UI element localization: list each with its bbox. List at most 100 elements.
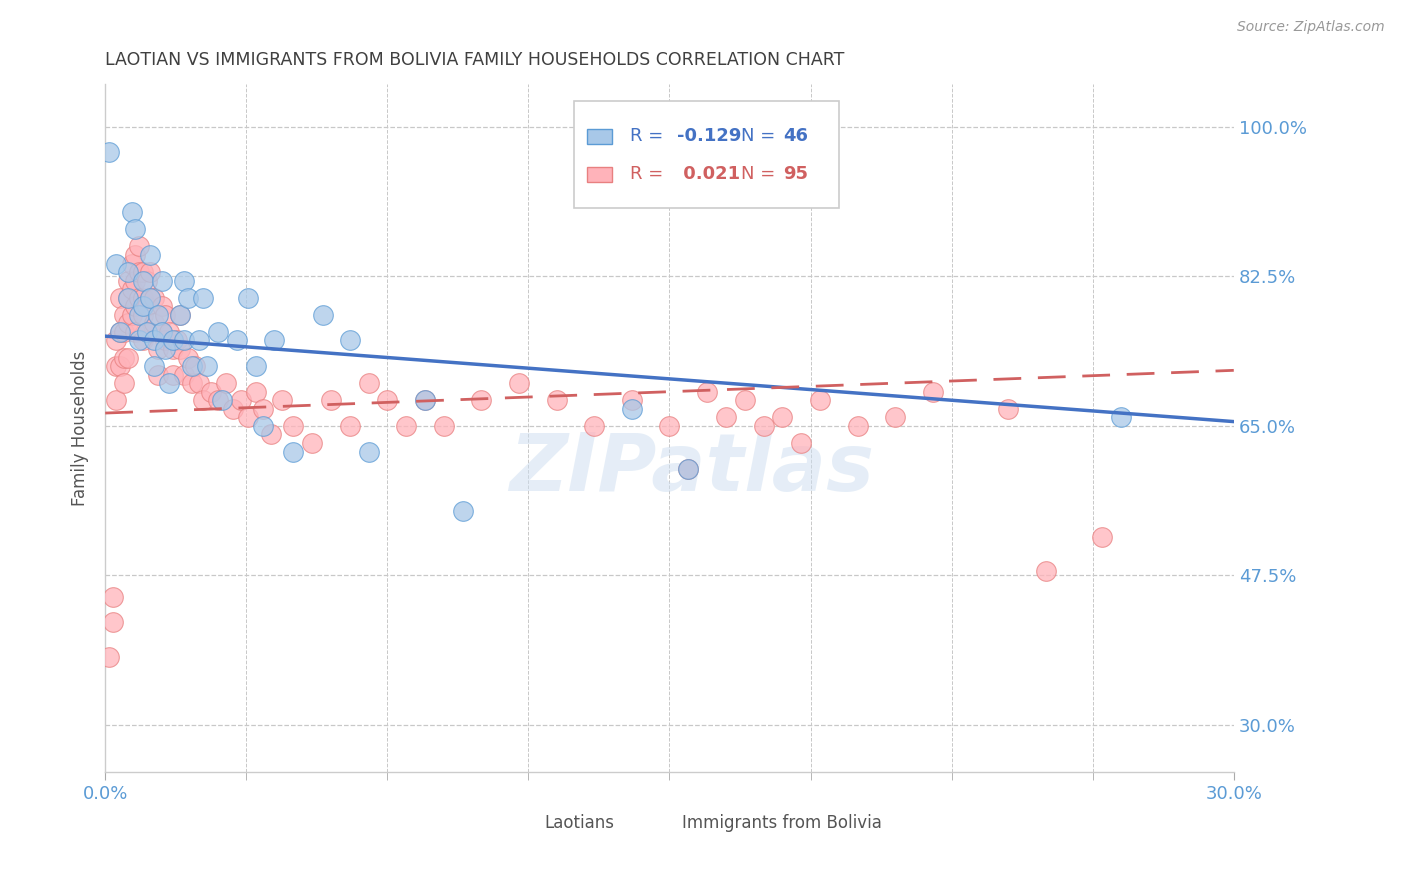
Point — [283, 444, 305, 458]
Point — [678, 461, 700, 475]
Point — [884, 410, 907, 425]
Point — [173, 368, 195, 382]
Point — [470, 393, 492, 408]
Point — [146, 368, 169, 382]
Point — [146, 308, 169, 322]
Point — [117, 291, 139, 305]
Point — [139, 291, 162, 305]
Point — [143, 334, 166, 348]
Point — [433, 418, 456, 433]
Point — [191, 393, 214, 408]
Point — [98, 649, 121, 664]
Point — [166, 334, 188, 348]
Text: N =: N = — [741, 127, 780, 145]
Text: ZIPatlas: ZIPatlas — [509, 430, 875, 508]
Point — [155, 342, 177, 356]
FancyBboxPatch shape — [574, 102, 839, 208]
Point — [128, 239, 150, 253]
Point — [157, 325, 180, 339]
Point — [110, 325, 132, 339]
Point — [162, 342, 184, 356]
Point — [583, 418, 606, 433]
Point — [191, 291, 214, 305]
Text: Laotians: Laotians — [544, 814, 614, 832]
Point — [245, 384, 267, 399]
Point — [180, 376, 202, 391]
Point — [135, 325, 157, 339]
Point — [155, 308, 177, 322]
Point — [101, 615, 124, 630]
Point — [157, 376, 180, 391]
Point — [169, 342, 191, 356]
Point — [184, 359, 207, 373]
Point — [271, 393, 294, 408]
Point — [128, 265, 150, 279]
Point — [177, 351, 200, 365]
Y-axis label: Family Households: Family Households — [72, 351, 89, 506]
Text: 0.021: 0.021 — [678, 164, 741, 183]
Point — [139, 248, 162, 262]
Point — [112, 325, 135, 339]
Point — [188, 334, 211, 348]
Point — [155, 334, 177, 348]
Point — [112, 376, 135, 391]
Point — [808, 393, 831, 408]
Point — [734, 393, 756, 408]
Point — [846, 418, 869, 433]
Point — [357, 376, 380, 391]
Point — [110, 325, 132, 339]
Text: 46: 46 — [783, 127, 808, 145]
Point — [222, 401, 245, 416]
Point — [696, 384, 718, 399]
Point — [132, 265, 155, 279]
Point — [678, 461, 700, 475]
Point — [132, 308, 155, 322]
Point — [1091, 530, 1114, 544]
Point — [132, 299, 155, 313]
Point — [117, 351, 139, 365]
Point — [128, 334, 150, 348]
Point — [214, 376, 236, 391]
Point — [263, 334, 285, 348]
Point — [169, 308, 191, 322]
Point — [162, 368, 184, 382]
Point — [180, 359, 202, 373]
Point — [121, 282, 143, 296]
Point — [301, 436, 323, 450]
Point — [132, 274, 155, 288]
Point — [135, 299, 157, 313]
Point — [921, 384, 943, 399]
Point — [150, 325, 173, 339]
Point — [252, 418, 274, 433]
Point — [128, 308, 150, 322]
Text: N =: N = — [741, 164, 780, 183]
Point — [110, 291, 132, 305]
Point — [105, 334, 128, 348]
Point — [124, 325, 146, 339]
Point — [339, 334, 361, 348]
Point — [143, 291, 166, 305]
Point — [252, 401, 274, 416]
FancyBboxPatch shape — [588, 167, 612, 182]
Point — [790, 436, 813, 450]
Point — [225, 334, 247, 348]
Point — [312, 308, 335, 322]
Point — [124, 299, 146, 313]
Point — [139, 265, 162, 279]
Point — [117, 316, 139, 330]
Point — [207, 393, 229, 408]
Point — [546, 393, 568, 408]
Point — [413, 393, 436, 408]
Point — [413, 393, 436, 408]
Point — [658, 418, 681, 433]
Point — [121, 205, 143, 219]
Text: LAOTIAN VS IMMIGRANTS FROM BOLIVIA FAMILY HOUSEHOLDS CORRELATION CHART: LAOTIAN VS IMMIGRANTS FROM BOLIVIA FAMIL… — [105, 51, 845, 69]
Point — [98, 145, 121, 160]
Point — [245, 359, 267, 373]
Point — [105, 256, 128, 270]
Point — [117, 274, 139, 288]
Text: -0.129: -0.129 — [678, 127, 742, 145]
Point — [121, 256, 143, 270]
Point — [150, 325, 173, 339]
Point — [150, 274, 173, 288]
